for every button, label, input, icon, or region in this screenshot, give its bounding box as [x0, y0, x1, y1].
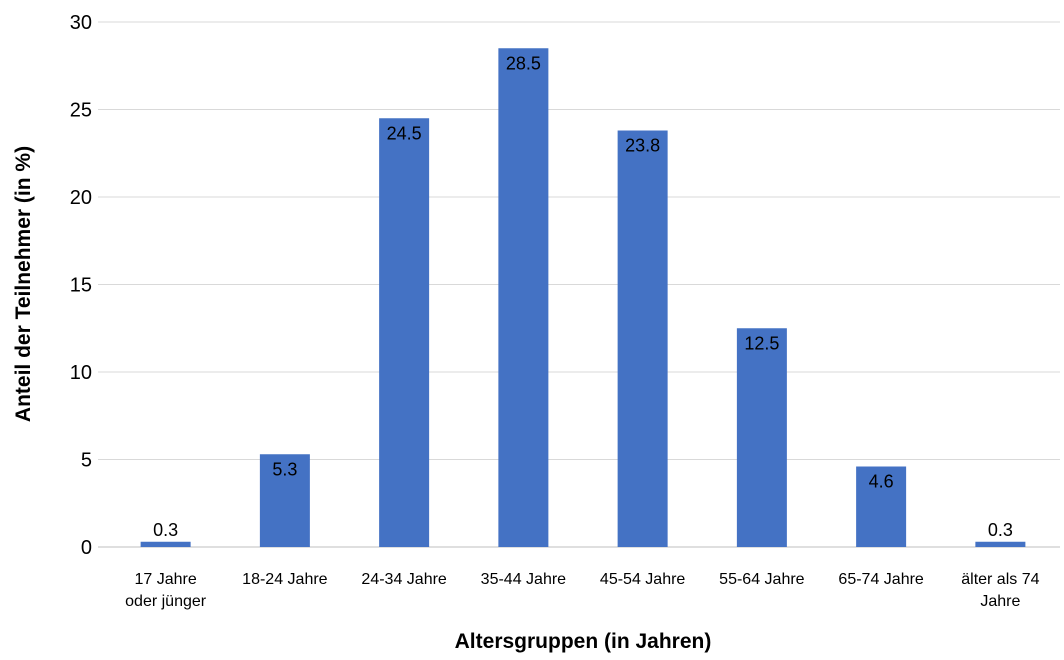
bar [856, 466, 907, 547]
y-tick-label: 25 [70, 100, 92, 122]
x-tick-label: 45-54 Jahre [600, 571, 685, 588]
x-tick-label: 35-44 Jahre [481, 571, 566, 588]
y-tick-label: 10 [70, 362, 92, 384]
bar [379, 118, 430, 547]
bar [498, 48, 549, 547]
bar [140, 541, 191, 547]
bar [975, 541, 1026, 547]
data-label: 24.5 [387, 123, 422, 143]
data-label: 4.6 [869, 472, 894, 492]
data-label: 0.3 [988, 520, 1013, 540]
y-tick-label: 20 [70, 187, 92, 209]
data-label: 5.3 [272, 459, 297, 479]
bar [736, 328, 787, 547]
bar [617, 130, 668, 547]
y-tick-label: 15 [70, 275, 92, 297]
data-label: 12.5 [744, 333, 779, 353]
x-tick-label: 18-24 Jahre [242, 571, 327, 588]
y-axis-title: Anteil der Teilnehmer (in %) [12, 146, 35, 422]
y-tick-label: 30 [70, 12, 92, 34]
x-tick-label: 24-34 Jahre [361, 571, 446, 588]
x-tick-label: 17 Jahre oder jünger [125, 571, 207, 610]
bars [140, 48, 1026, 547]
x-tick-label: älter als 74 Jahre [961, 571, 1039, 610]
bar [259, 454, 310, 547]
x-axis-title: Altersgruppen (in Jahren) [455, 630, 712, 653]
y-tick-label: 0 [81, 537, 92, 559]
y-tick-labels: 0 5 10 15 20 25 30 [70, 12, 92, 559]
data-labels: 0.3 5.3 24.5 28.5 23.8 12.5 4.6 0.3 [153, 53, 1013, 540]
data-label: 28.5 [506, 53, 541, 73]
x-tick-labels: 17 Jahre oder jünger 18-24 Jahre 24-34 Jahr… [125, 571, 1039, 610]
data-label: 23.8 [625, 136, 660, 156]
gridlines [98, 21, 1060, 548]
x-tick-label: 55-64 Jahre [719, 571, 804, 588]
x-tick-label: 65-74 Jahre [838, 571, 923, 588]
y-tick-label: 5 [81, 450, 92, 472]
data-label: 0.3 [153, 520, 178, 540]
